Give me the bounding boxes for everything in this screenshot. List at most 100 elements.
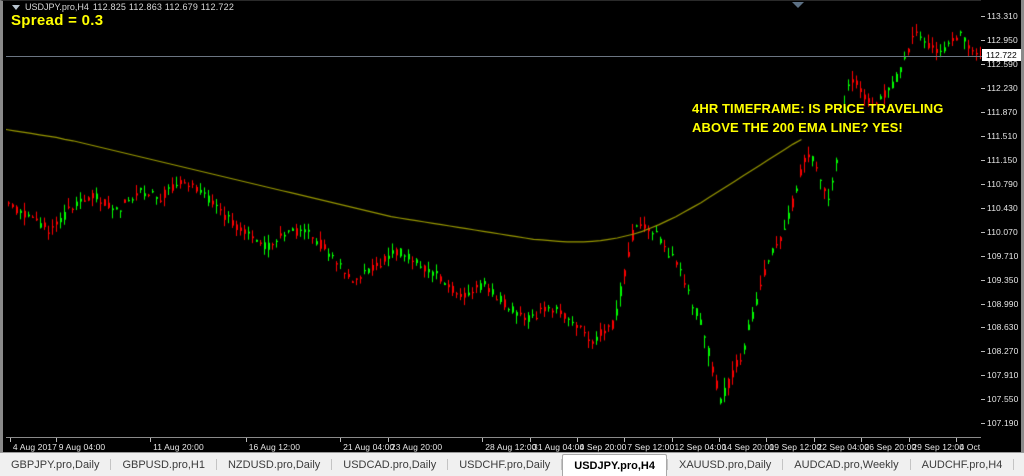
time-tick-label: 26 Sep 20:00 [864, 442, 917, 452]
time-tick [245, 438, 247, 442]
price-tick [981, 135, 985, 137]
time-tick [55, 438, 57, 442]
price-tick [981, 15, 985, 17]
time-tick-label: 11 Aug 20:00 [153, 442, 204, 452]
tab-separator [561, 459, 563, 470]
price-tick [981, 207, 985, 209]
time-tick [387, 438, 389, 442]
price-tick [981, 351, 985, 353]
time-tick [9, 438, 11, 442]
tab-gbpjpy-pro-daily[interactable]: GBPJPY.pro,Daily [11, 458, 100, 471]
price-tick-label: 108.270 [987, 346, 1019, 357]
annotation-line-2: ABOVE THE 200 EMA LINE? YES! [692, 120, 903, 135]
time-tick-label: 7 Sep 12:00 [627, 442, 675, 452]
time-tick [814, 438, 816, 442]
tab-separator [782, 459, 784, 470]
tab-separator [110, 459, 112, 470]
annotation-line-1: 4HR TIMEFRAME: IS PRICE TRAVELING [692, 101, 944, 116]
chevron-down-marker-icon [792, 2, 804, 8]
tab-separator [909, 459, 911, 470]
tab-audcad-pro-weekly[interactable]: AUDCAD.pro,Weekly [794, 458, 899, 471]
time-tick [956, 438, 958, 442]
tab-separator [1013, 459, 1015, 470]
symbol-header: USDJPY.pro,H4 112.825 112.863 112.679 11… [12, 2, 234, 12]
time-tick-label: 23 Aug 20:00 [390, 442, 443, 452]
price-tick [981, 399, 985, 401]
price-tick [981, 231, 985, 233]
time-tick-label: 22 Sep 04:00 [817, 442, 870, 452]
price-tick [981, 111, 985, 113]
chart-window[interactable]: 4HR TIMEFRAME: IS PRICE TRAVELING ABOVE … [0, 0, 1024, 453]
time-tick-label: 29 Sep 12:00 [912, 442, 965, 452]
ohlc-values: 112.825 112.863 112.679 112.722 [92, 2, 235, 12]
time-tick-label: 9 Aug 04:00 [58, 442, 106, 452]
price-tick [981, 423, 985, 425]
time-tick-label: 14 Sep 20:00 [722, 442, 775, 452]
price-tick-label: 107.550 [987, 394, 1019, 405]
price-tick-label: 107.190 [987, 418, 1019, 429]
tab-gbpusd-pro-h1[interactable]: GBPUSD.pro,H1 [122, 458, 205, 471]
time-tick [150, 438, 152, 442]
tab-xauusd-pro-daily[interactable]: XAUUSD.pro,Daily [678, 458, 772, 471]
price-tick-label: 110.070 [987, 226, 1018, 237]
spread-label: Spread = 0.3 [11, 12, 104, 29]
tab-separator [666, 459, 668, 470]
tab-audjpy-pro-daily[interactable]: AUDJPY.pro,Daily [1014, 453, 1024, 476]
price-tick-label: 110.430 [987, 202, 1018, 213]
price-tick [981, 279, 985, 281]
tab-usdjpy-pro-h4[interactable]: USDJPY.pro,H4 [562, 454, 667, 476]
time-tick-label: 28 Aug 12:00 [485, 442, 537, 452]
price-tick [981, 375, 985, 377]
chart-annotation: 4HR TIMEFRAME: IS PRICE TRAVELING ABOVE … [692, 99, 944, 137]
time-axis[interactable]: 4 Aug 2017 9 Aug 04:00 11 Aug 20:00 16 Aug … [6, 437, 984, 453]
tab-separator [331, 459, 333, 470]
price-tick [981, 327, 985, 329]
time-tick [719, 438, 721, 442]
price-tick [981, 87, 985, 89]
price-tick-label: 112.230 [987, 82, 1018, 93]
time-tick-label: 4 Aug 2017 [12, 442, 57, 452]
price-tick-label: 108.630 [987, 322, 1019, 333]
time-tick [861, 438, 863, 442]
price-tick-label: 107.910 [987, 370, 1019, 381]
time-tick [576, 438, 578, 442]
price-tick [981, 63, 985, 65]
price-tick-label: 112.590 [987, 58, 1018, 69]
time-tick [766, 438, 768, 442]
time-tick [671, 438, 673, 442]
price-tick [981, 255, 985, 257]
time-tick-label: 12 Sep 04:00 [674, 442, 727, 452]
candlestick-canvas[interactable] [6, 1, 982, 437]
tab-audchf-pro-h4[interactable]: AUDCHF.pro,H4 [921, 458, 1003, 471]
current-price-line [6, 56, 982, 57]
price-tick [981, 303, 985, 305]
price-tick-label: 113.310 [987, 10, 1018, 21]
symbol-label: USDJPY.pro,H4 [25, 2, 89, 12]
tab-separator [447, 459, 449, 470]
tab-separator [215, 459, 217, 470]
price-tick-label: 111.870 [987, 106, 1018, 117]
time-tick [624, 438, 626, 442]
time-tick-label: 16 Aug 12:00 [248, 442, 301, 452]
time-tick [482, 438, 484, 442]
price-axis[interactable]: 112.722 113.310 112.950 112.590 112.230 111.… [981, 0, 1024, 452]
chart-tab-bar[interactable]: GBPJPY.pro,Daily GBPUSD.pro,H1 NZDUSD.pro,… [0, 452, 1024, 476]
price-tick-label: 111.510 [987, 130, 1018, 141]
time-tick-label: 4 Sep 20:00 [579, 442, 627, 452]
time-tick-label: 4 Oct 04:00 [959, 442, 984, 452]
price-tick-label: 110.790 [987, 178, 1018, 189]
tab-usdcad-pro-daily[interactable]: USDCAD.pro,Daily [343, 458, 437, 471]
time-tick-label: 31 Aug 04:00 [533, 442, 585, 452]
triangle-down-icon[interactable] [12, 4, 20, 10]
price-tick [981, 159, 985, 161]
time-tick [340, 438, 342, 442]
tab-usdchf-pro-daily[interactable]: USDCHF.pro,Daily [459, 458, 551, 471]
price-tick-label: 112.950 [987, 34, 1018, 45]
chart-plot-area[interactable]: 4HR TIMEFRAME: IS PRICE TRAVELING ABOVE … [6, 1, 983, 453]
price-tick-label: 109.350 [987, 274, 1019, 285]
price-tick-label: 108.990 [987, 298, 1019, 309]
tab-nzdusd-pro-daily[interactable]: NZDUSD.pro,Daily [227, 458, 321, 471]
current-price-label: 112.722 [982, 49, 1021, 62]
price-tick [981, 39, 985, 41]
